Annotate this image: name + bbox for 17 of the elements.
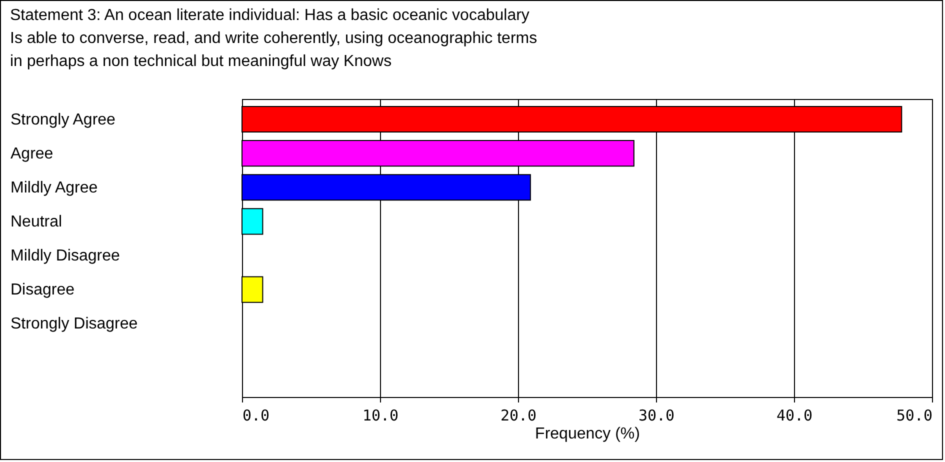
text: in perhaps a non technical but meaningful way Knows — [10, 53, 392, 70]
y-tick-label: Mildly Agree — [10, 179, 98, 196]
x-tick-label: 40.0 — [776, 406, 813, 424]
x-axis-title: Frequency (%) — [535, 426, 640, 442]
x-tick-label: 0.0 — [242, 406, 270, 424]
y-tick-label: Strongly Agree — [10, 111, 116, 128]
x-tick-label: 20.0 — [500, 406, 537, 424]
text: Statement 3: An ocean literate individual: Has a basic oceanic vocabulary — [10, 7, 530, 24]
x-tick-label: 30.0 — [638, 406, 675, 424]
y-tick-label: Disagree — [10, 282, 75, 299]
x-tick-label: 10.0 — [362, 406, 399, 424]
text: Is able to converse, read, and write coherently, using oceanographic terms — [10, 30, 538, 47]
y-tick-label: Agree — [10, 145, 54, 162]
y-tick-label: Mildly Disagree — [10, 247, 120, 264]
x-tick-label: 50.0 — [896, 406, 932, 424]
y-tick-label: Strongly Disagree — [10, 316, 138, 333]
y-tick-label: Neutral — [10, 213, 62, 230]
